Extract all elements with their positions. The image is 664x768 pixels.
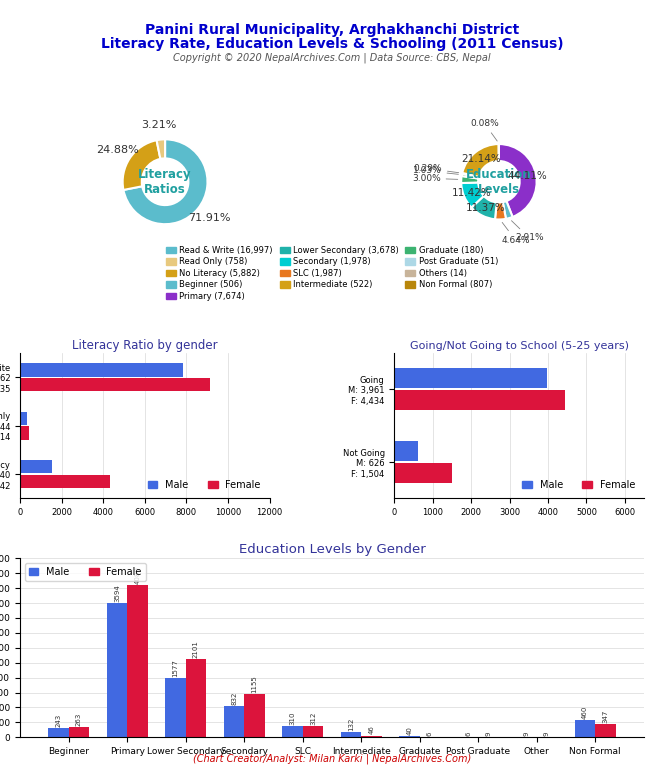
Text: 24.88%: 24.88% bbox=[96, 145, 139, 155]
Wedge shape bbox=[123, 141, 161, 190]
Text: 46: 46 bbox=[369, 726, 374, 734]
Bar bbox=[394, 368, 546, 389]
Text: Literacy
Ratios: Literacy Ratios bbox=[138, 167, 192, 196]
Text: 71.91%: 71.91% bbox=[188, 214, 230, 223]
Bar bbox=[303, 726, 323, 737]
Text: 1155: 1155 bbox=[252, 675, 258, 693]
Text: 243: 243 bbox=[56, 713, 62, 727]
Wedge shape bbox=[461, 174, 479, 179]
Bar bbox=[224, 707, 244, 737]
Bar bbox=[244, 694, 265, 737]
Text: 310: 310 bbox=[290, 711, 295, 724]
Text: 11.42%: 11.42% bbox=[452, 188, 492, 198]
Text: 3594: 3594 bbox=[114, 584, 120, 602]
Text: 2.91%: 2.91% bbox=[511, 220, 544, 243]
Text: 44.11%: 44.11% bbox=[507, 171, 547, 181]
Text: 21.14%: 21.14% bbox=[461, 154, 501, 164]
Wedge shape bbox=[461, 176, 479, 183]
Bar bbox=[394, 441, 418, 461]
Text: Copyright © 2020 NepalArchives.Com | Data Source: CBS, Nepal: Copyright © 2020 NepalArchives.Com | Dat… bbox=[173, 52, 491, 63]
Text: 4.64%: 4.64% bbox=[501, 223, 530, 245]
Legend: Male, Female: Male, Female bbox=[25, 563, 145, 581]
Wedge shape bbox=[471, 196, 497, 220]
Text: 9: 9 bbox=[485, 731, 491, 736]
Wedge shape bbox=[157, 139, 165, 159]
Wedge shape bbox=[461, 183, 484, 207]
Text: 40: 40 bbox=[406, 726, 412, 735]
Text: 6: 6 bbox=[465, 731, 471, 736]
Text: 1.03%: 1.03% bbox=[413, 167, 458, 175]
Wedge shape bbox=[462, 173, 479, 177]
Wedge shape bbox=[499, 144, 537, 217]
Bar bbox=[69, 727, 89, 737]
Text: 9: 9 bbox=[544, 731, 550, 736]
Text: 4080: 4080 bbox=[135, 566, 141, 584]
Wedge shape bbox=[124, 139, 208, 224]
Text: 312: 312 bbox=[310, 711, 316, 724]
Text: Panini Rural Municipality, Arghakhanchi District: Panini Rural Municipality, Arghakhanchi … bbox=[145, 23, 519, 37]
Text: 9: 9 bbox=[523, 731, 529, 736]
Bar bbox=[575, 720, 595, 737]
Legend: Male, Female: Male, Female bbox=[519, 475, 639, 493]
Bar bbox=[20, 412, 27, 425]
Text: 6: 6 bbox=[427, 731, 433, 736]
Text: Education
Levels: Education Levels bbox=[466, 167, 532, 196]
Text: 347: 347 bbox=[602, 710, 608, 723]
Legend: Male, Female: Male, Female bbox=[144, 475, 265, 493]
Title: Going/Not Going to School (5-25 years): Going/Not Going to School (5-25 years) bbox=[410, 341, 629, 351]
Bar bbox=[399, 736, 420, 737]
Wedge shape bbox=[503, 201, 513, 219]
Text: 2101: 2101 bbox=[193, 640, 199, 658]
Text: (Chart Creator/Analyst: Milan Karki | NepalArchives.Com): (Chart Creator/Analyst: Milan Karki | Ne… bbox=[193, 753, 471, 764]
Text: 1577: 1577 bbox=[173, 660, 179, 677]
Bar bbox=[186, 659, 207, 737]
Bar bbox=[20, 460, 52, 474]
Text: 0.08%: 0.08% bbox=[470, 119, 499, 141]
Wedge shape bbox=[462, 144, 499, 177]
Bar bbox=[20, 363, 183, 376]
Title: Education Levels by Gender: Education Levels by Gender bbox=[238, 543, 426, 556]
Bar bbox=[48, 728, 69, 737]
Bar bbox=[107, 604, 127, 737]
Text: Literacy Rate, Education Levels & Schooling (2011 Census): Literacy Rate, Education Levels & School… bbox=[101, 37, 563, 51]
Text: 3.21%: 3.21% bbox=[141, 120, 177, 130]
Bar bbox=[127, 585, 147, 737]
Text: 832: 832 bbox=[231, 692, 237, 705]
Legend: Read & Write (16,997), Read Only (758), No Literacy (5,882), Beginner (506), Pri: Read & Write (16,997), Read Only (758), … bbox=[163, 243, 501, 304]
Bar bbox=[20, 475, 110, 488]
Bar bbox=[341, 733, 361, 737]
Text: 3.00%: 3.00% bbox=[412, 174, 457, 183]
Bar bbox=[165, 678, 186, 737]
Bar bbox=[361, 736, 382, 737]
Text: 263: 263 bbox=[76, 713, 82, 727]
Bar bbox=[282, 726, 303, 737]
Bar bbox=[20, 426, 29, 439]
Bar bbox=[394, 390, 564, 410]
Bar bbox=[394, 463, 452, 483]
Wedge shape bbox=[495, 202, 506, 220]
Text: 0.29%: 0.29% bbox=[414, 164, 459, 173]
Text: 11.37%: 11.37% bbox=[466, 203, 506, 213]
Text: 460: 460 bbox=[582, 706, 588, 719]
Bar bbox=[595, 724, 616, 737]
Text: 132: 132 bbox=[348, 718, 354, 731]
Title: Literacy Ratio by gender: Literacy Ratio by gender bbox=[72, 339, 218, 352]
Bar bbox=[20, 378, 210, 391]
